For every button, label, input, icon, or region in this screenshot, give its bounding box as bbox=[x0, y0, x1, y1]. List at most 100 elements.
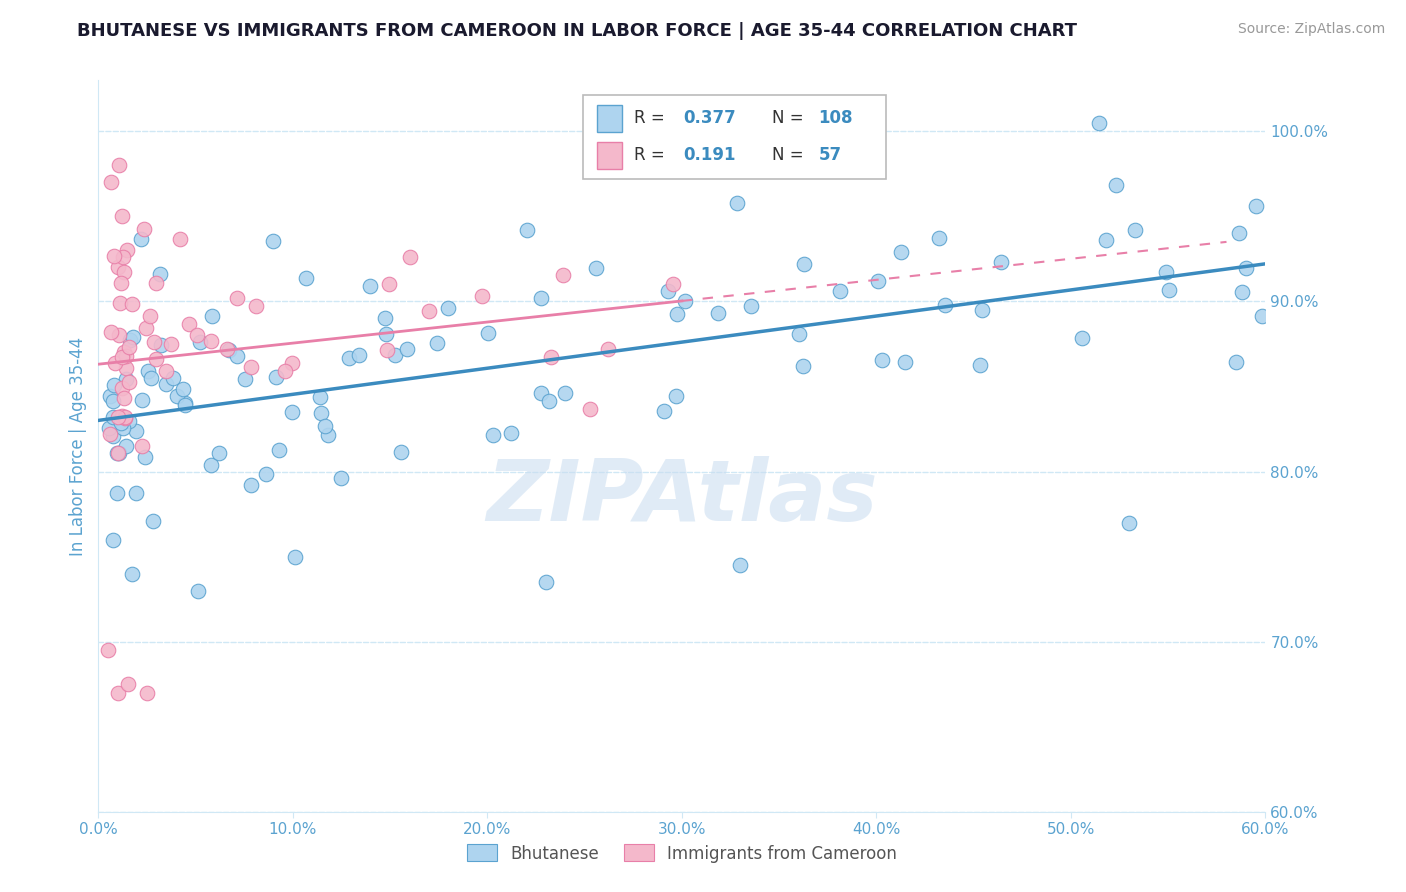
Point bbox=[188, 335, 211, 350]
Point bbox=[284, 549, 307, 564]
Point bbox=[117, 677, 139, 691]
Point bbox=[280, 356, 302, 370]
Point bbox=[103, 394, 125, 409]
Point bbox=[139, 370, 162, 384]
FancyBboxPatch shape bbox=[582, 95, 886, 179]
Point bbox=[187, 583, 209, 598]
Point bbox=[262, 234, 284, 248]
Point bbox=[793, 257, 815, 271]
Point bbox=[482, 428, 505, 442]
Point bbox=[101, 533, 124, 547]
Point bbox=[111, 351, 134, 365]
Text: 57: 57 bbox=[818, 146, 842, 164]
Point bbox=[200, 334, 222, 348]
Point bbox=[98, 389, 121, 403]
Point bbox=[657, 285, 679, 299]
Point bbox=[309, 406, 332, 420]
Point bbox=[240, 478, 263, 492]
Point bbox=[1232, 285, 1254, 300]
Point bbox=[115, 349, 138, 363]
Point bbox=[105, 485, 128, 500]
Point bbox=[108, 295, 131, 310]
Point bbox=[934, 298, 956, 312]
Point bbox=[105, 446, 128, 460]
Point bbox=[792, 359, 814, 373]
Point bbox=[186, 327, 208, 342]
Point bbox=[118, 334, 141, 348]
Text: R =: R = bbox=[634, 110, 665, 128]
Point bbox=[1234, 260, 1257, 275]
Point bbox=[665, 389, 688, 403]
Point bbox=[208, 446, 231, 460]
Point bbox=[97, 643, 120, 657]
Point bbox=[201, 309, 224, 323]
Text: N =: N = bbox=[772, 146, 803, 164]
Point bbox=[118, 375, 141, 389]
Point bbox=[928, 231, 950, 245]
Point bbox=[108, 327, 131, 342]
Point bbox=[103, 377, 125, 392]
Point bbox=[551, 268, 574, 283]
Legend: Bhutanese, Immigrants from Cameroon: Bhutanese, Immigrants from Cameroon bbox=[460, 838, 904, 869]
Point bbox=[347, 348, 370, 362]
Point bbox=[145, 351, 167, 366]
Point bbox=[225, 291, 247, 305]
Point bbox=[662, 277, 685, 291]
Point bbox=[112, 391, 135, 405]
Y-axis label: In Labor Force | Age 35-44: In Labor Force | Age 35-44 bbox=[69, 336, 87, 556]
Point bbox=[389, 444, 412, 458]
Point bbox=[426, 335, 449, 350]
Point bbox=[471, 289, 494, 303]
Point bbox=[1244, 199, 1267, 213]
Point bbox=[294, 271, 316, 285]
Point bbox=[1070, 331, 1092, 345]
Point bbox=[501, 425, 523, 440]
Point bbox=[134, 450, 156, 464]
Point bbox=[172, 382, 194, 396]
Point bbox=[117, 244, 139, 258]
Text: ZIPAtlas: ZIPAtlas bbox=[486, 456, 877, 539]
Point bbox=[707, 305, 730, 319]
Point bbox=[267, 443, 290, 458]
Point bbox=[264, 370, 287, 384]
Point bbox=[245, 299, 267, 313]
Point bbox=[174, 396, 197, 410]
Point bbox=[378, 277, 401, 291]
Point bbox=[1227, 227, 1250, 241]
Text: 0.191: 0.191 bbox=[683, 146, 735, 164]
Point bbox=[585, 260, 607, 275]
Point bbox=[101, 429, 124, 443]
Point bbox=[665, 307, 688, 321]
Point bbox=[107, 446, 129, 460]
Point bbox=[240, 359, 263, 374]
Point bbox=[111, 381, 134, 395]
Point bbox=[143, 335, 166, 350]
Point bbox=[162, 370, 184, 384]
Point bbox=[110, 416, 132, 430]
Point bbox=[384, 348, 406, 362]
Text: 0.377: 0.377 bbox=[683, 110, 735, 128]
Point bbox=[112, 265, 135, 279]
Point bbox=[111, 210, 134, 224]
Point bbox=[1104, 178, 1126, 192]
Point bbox=[740, 299, 762, 313]
Point bbox=[281, 405, 304, 419]
Point bbox=[103, 409, 125, 424]
Point bbox=[418, 303, 440, 318]
Point bbox=[215, 342, 238, 356]
Point bbox=[114, 411, 136, 425]
Point bbox=[316, 427, 339, 442]
Point bbox=[596, 342, 619, 356]
Point bbox=[115, 360, 138, 375]
Point bbox=[110, 277, 132, 291]
Point bbox=[200, 458, 222, 473]
Point bbox=[135, 321, 157, 335]
Point bbox=[233, 372, 256, 386]
Point bbox=[112, 420, 135, 434]
Point bbox=[104, 356, 127, 370]
Point bbox=[870, 353, 893, 368]
Point bbox=[894, 355, 917, 369]
Point bbox=[830, 284, 852, 298]
Point bbox=[218, 343, 240, 357]
Point bbox=[107, 260, 129, 274]
